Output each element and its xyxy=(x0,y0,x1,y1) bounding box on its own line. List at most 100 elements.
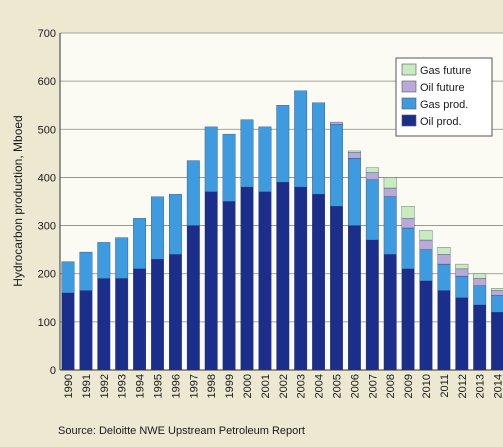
bar-gas-prod-2000 xyxy=(240,119,254,188)
legend-swatch xyxy=(401,97,417,110)
bar-gas-prod-2010 xyxy=(419,249,433,282)
x-tick-label: 1993 xyxy=(117,374,129,398)
bar-gas-prod-1992 xyxy=(97,242,111,279)
bar-oil-future-2009 xyxy=(401,218,415,229)
x-tick-label: 2004 xyxy=(314,374,326,398)
x-tick-label: 2005 xyxy=(332,374,344,398)
bar-gas-prod-2001 xyxy=(258,126,272,193)
x-tick-label: 2011 xyxy=(439,374,451,398)
bar-gas-prod-1995 xyxy=(151,196,164,260)
bar-oil-prod-2013 xyxy=(473,304,487,371)
bar-oil-future-2011 xyxy=(437,254,451,265)
bar-gas-future-2009 xyxy=(401,206,415,219)
bar-oil-prod-2012 xyxy=(455,297,469,371)
bar-gas-prod-1999 xyxy=(222,133,236,202)
x-tick-label: 1997 xyxy=(188,374,200,398)
x-tick-label: 2009 xyxy=(403,374,415,398)
bar-oil-future-2007 xyxy=(365,172,379,180)
x-tick-label: 2000 xyxy=(242,374,254,398)
bar-oil-prod-2008 xyxy=(383,254,397,371)
x-tick-label: 1990 xyxy=(63,374,75,398)
legend-label: Oil future xyxy=(420,82,465,94)
bar-oil-prod-1996 xyxy=(168,254,182,371)
x-tick-label: 1998 xyxy=(206,374,218,398)
bar-gas-prod-2009 xyxy=(401,227,415,270)
x-tick-label: 1999 xyxy=(224,374,236,398)
legend-label: Gas future xyxy=(420,65,471,77)
bar-gas-prod-2003 xyxy=(294,90,308,188)
y-tick-labels: 0 100 200 300 400 500 600 700 xyxy=(38,28,56,377)
x-tick-label: 2010 xyxy=(421,374,433,398)
bar-gas-future-2008 xyxy=(383,177,397,189)
bar-oil-prod-2014 xyxy=(491,312,503,371)
bar-oil-future-2006 xyxy=(347,152,361,159)
legend-label: Oil prod. xyxy=(420,116,462,128)
x-tick-label: 2014 xyxy=(493,374,503,398)
legend: Gas future Oil future Gas prod. Oil prod. xyxy=(395,57,493,137)
bar-gas-prod-1997 xyxy=(186,160,200,226)
bar-oil-prod-2007 xyxy=(365,239,379,371)
bar-gas-future-2010 xyxy=(419,230,433,241)
x-tick-label: 1994 xyxy=(135,374,147,398)
bar-gas-future-2013 xyxy=(473,273,487,279)
bar-oil-prod-2010 xyxy=(419,280,433,371)
bar-gas-prod-1998 xyxy=(204,126,218,193)
bar-oil-prod-2001 xyxy=(258,191,272,371)
x-tick-label: 2013 xyxy=(475,374,487,398)
bar-gas-prod-2007 xyxy=(365,179,379,241)
y-tick-label: 700 xyxy=(38,28,56,40)
bar-gas-prod-2002 xyxy=(276,105,290,183)
y-tick-label: 400 xyxy=(38,172,56,184)
bar-gas-future-2014 xyxy=(491,288,503,291)
bar-gas-prod-1994 xyxy=(133,218,147,270)
x-tick-label: 1992 xyxy=(99,374,111,398)
bar-oil-prod-1990 xyxy=(61,292,75,371)
x-tick-label: 1996 xyxy=(170,374,182,398)
x-tick-label: 2008 xyxy=(385,374,397,398)
bar-oil-prod-2009 xyxy=(401,268,415,371)
bar-oil-prod-2005 xyxy=(330,206,343,371)
bar-oil-prod-1994 xyxy=(133,268,147,371)
bar-oil-future-2005 xyxy=(330,121,343,125)
x-tick-label: 2001 xyxy=(260,374,272,398)
bar-gas-prod-2005 xyxy=(330,124,343,207)
bar-oil-prod-1999 xyxy=(222,201,236,371)
bar-gas-future-2006 xyxy=(347,150,361,153)
bar-gas-prod-2014 xyxy=(491,295,503,313)
bar-oil-prod-1992 xyxy=(97,278,111,371)
x-tick-label: 2012 xyxy=(457,374,469,398)
bar-gas-future-2007 xyxy=(365,167,379,173)
bar-oil-future-2010 xyxy=(419,239,433,250)
bar-oil-future-2012 xyxy=(455,268,469,277)
legend-swatch xyxy=(401,80,417,93)
bar-oil-future-2014 xyxy=(491,290,503,296)
bar-oil-prod-2000 xyxy=(240,186,254,371)
bar-oil-prod-2004 xyxy=(312,194,326,371)
y-tick-label: 300 xyxy=(38,221,56,233)
y-tick-label: 0 xyxy=(50,365,56,377)
bar-gas-prod-2011 xyxy=(437,263,451,291)
y-tick-label: 600 xyxy=(38,76,56,88)
bar-oil-prod-1991 xyxy=(79,290,93,371)
bar-oil-prod-1995 xyxy=(151,259,164,371)
bar-gas-prod-2004 xyxy=(312,102,326,195)
x-tick-label: 2007 xyxy=(367,374,379,398)
bar-gas-prod-1991 xyxy=(79,251,93,291)
y-tick-label: 200 xyxy=(38,269,56,281)
bar-gas-prod-2012 xyxy=(455,275,469,298)
bar-stacks xyxy=(61,90,503,371)
x-tick-label: 1991 xyxy=(81,374,93,398)
legend-label: Gas prod. xyxy=(420,99,468,111)
legend-swatch xyxy=(401,114,417,127)
source-note: Source: Deloitte NWE Upstream Petroleum … xyxy=(58,425,305,437)
x-tick-label: 1995 xyxy=(153,374,165,398)
bar-oil-prod-2006 xyxy=(347,225,361,371)
bar-gas-prod-1990 xyxy=(61,261,75,294)
bar-oil-prod-2003 xyxy=(294,186,308,371)
x-tick-label: 2003 xyxy=(296,374,308,398)
bar-gas-prod-2008 xyxy=(383,196,397,255)
bar-oil-future-2013 xyxy=(473,278,487,286)
x-tick-label: 2002 xyxy=(278,374,290,398)
